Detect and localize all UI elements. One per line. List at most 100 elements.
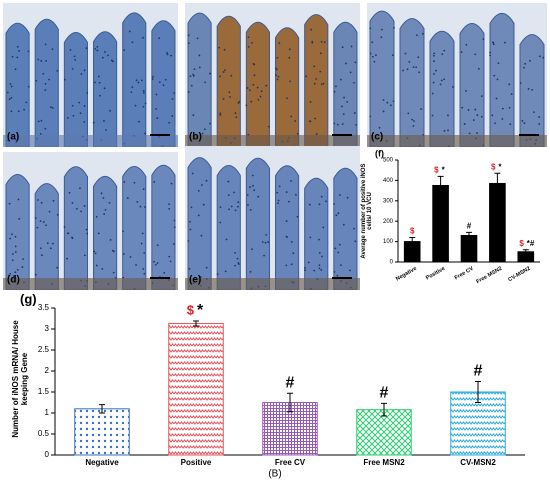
- nucleus: [319, 70, 322, 73]
- nucleus: [338, 194, 341, 196]
- x-tick-label: Positive: [181, 458, 212, 467]
- villus: [333, 167, 358, 290]
- nucleus: [463, 123, 466, 125]
- nucleus: [529, 59, 531, 62]
- nucleus: [85, 47, 88, 50]
- nucleus: [314, 117, 317, 120]
- nucleus: [433, 73, 435, 75]
- sig-mark: #: [474, 363, 483, 380]
- nucleus: [154, 263, 157, 266]
- villus: [5, 22, 30, 147]
- nucleus: [110, 59, 113, 62]
- nucleus: [109, 109, 112, 112]
- nucleus: [349, 71, 352, 74]
- nucleus: [170, 54, 172, 57]
- nucleus: [75, 207, 78, 210]
- nucleus: [22, 258, 24, 260]
- nucleus: [109, 239, 112, 241]
- figure-label: (B): [268, 469, 281, 480]
- nucleus: [71, 67, 74, 70]
- sig-mark: *#: [527, 239, 535, 248]
- nucleus: [52, 242, 54, 245]
- nucleus: [310, 28, 313, 31]
- nucleus: [79, 112, 82, 115]
- nucleus: [199, 276, 202, 278]
- x-tick-label: Negative: [85, 458, 119, 467]
- nucleus: [73, 55, 76, 58]
- nucleus: [156, 262, 159, 264]
- nucleus: [245, 104, 248, 107]
- nucleus: [9, 272, 12, 275]
- nucleus: [137, 81, 140, 84]
- nucleus: [333, 271, 336, 273]
- nucleus: [510, 93, 513, 96]
- nucleus: [290, 241, 293, 243]
- nucleus: [97, 232, 100, 235]
- x-tick-label: CV-MSN2: [460, 458, 496, 467]
- nucleus: [489, 54, 491, 57]
- nucleus: [412, 66, 415, 68]
- nucleus: [223, 48, 226, 51]
- nucleus: [192, 114, 195, 117]
- nucleus: [375, 54, 377, 57]
- bar: [74, 408, 130, 456]
- nucleus: [71, 104, 74, 107]
- nucleus: [290, 263, 293, 266]
- nucleus: [144, 132, 146, 135]
- nucleus: [39, 247, 42, 250]
- nucleus: [223, 69, 226, 72]
- base-stain: [185, 135, 360, 147]
- villus: [275, 165, 300, 290]
- nucleus: [261, 241, 264, 243]
- nucleus: [122, 253, 125, 255]
- nucleus: [406, 68, 409, 71]
- nucleus: [172, 243, 175, 245]
- nucleus: [34, 217, 37, 219]
- villus: [304, 14, 329, 147]
- nucleus: [193, 68, 196, 71]
- nucleus: [274, 67, 277, 70]
- nucleus: [335, 214, 338, 217]
- nucleus: [163, 271, 166, 274]
- nucleus: [313, 269, 316, 272]
- nucleus: [407, 112, 410, 115]
- nucleus: [318, 264, 321, 267]
- nucleus: [461, 106, 464, 109]
- nucleus: [288, 48, 291, 51]
- nucleus: [276, 78, 279, 81]
- nucleus: [480, 115, 483, 118]
- nucleus: [371, 55, 374, 58]
- y-tick-label: 2: [45, 366, 50, 375]
- nucleus: [309, 236, 312, 239]
- nucleus: [287, 200, 290, 203]
- nucleus: [538, 123, 541, 125]
- nucleus: [305, 75, 308, 78]
- nucleus: [152, 75, 154, 78]
- nucleus: [6, 91, 9, 94]
- bar: [168, 323, 224, 456]
- nucleus: [158, 81, 161, 84]
- villus: [489, 12, 515, 147]
- nucleus: [135, 79, 138, 82]
- nucleus: [433, 60, 435, 63]
- nucleus: [92, 121, 95, 124]
- nucleus: [236, 257, 239, 260]
- nucleus: [151, 78, 154, 80]
- nucleus: [341, 123, 344, 125]
- nucleus: [140, 242, 143, 245]
- nucleus: [123, 181, 126, 183]
- nucleus: [538, 116, 541, 118]
- nucleus: [94, 81, 96, 84]
- nucleus: [369, 52, 372, 55]
- sig-mark: *: [197, 302, 204, 319]
- nucleus: [51, 106, 54, 109]
- nucleus: [219, 114, 222, 116]
- nucleus: [234, 264, 236, 267]
- nucleus: [236, 205, 239, 208]
- nucleus: [171, 98, 174, 100]
- villus: [187, 12, 212, 147]
- nucleus: [318, 203, 321, 206]
- panel-label: (e): [189, 275, 201, 286]
- nucleus: [56, 266, 59, 269]
- nucleus: [325, 200, 327, 203]
